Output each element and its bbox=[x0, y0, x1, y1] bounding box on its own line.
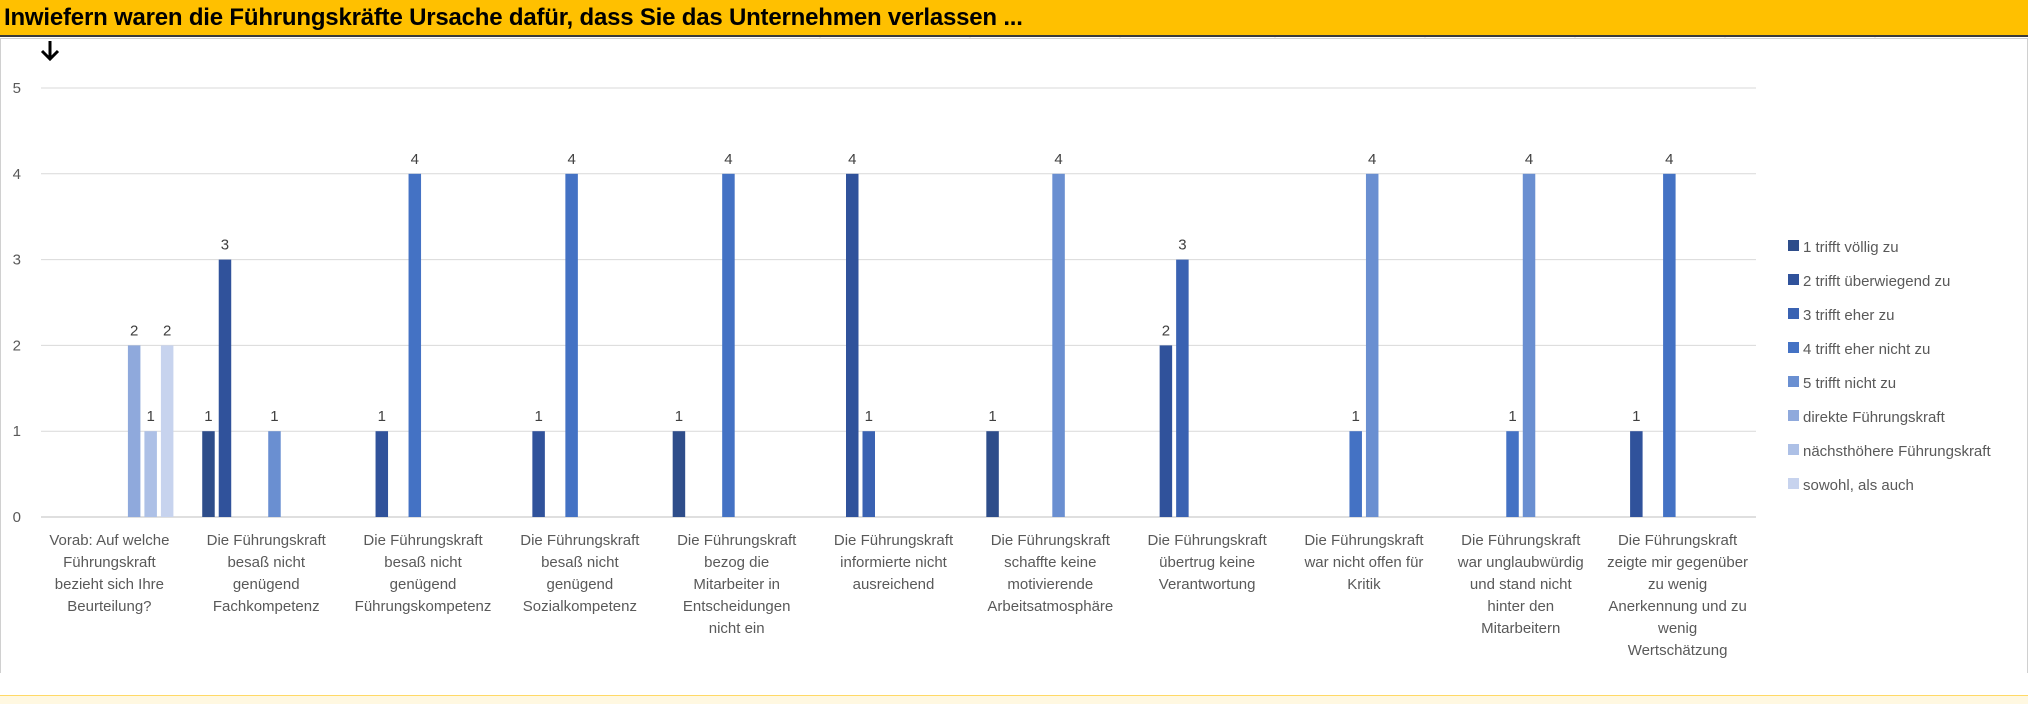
bar bbox=[565, 173, 578, 518]
data-label: 3 bbox=[1178, 237, 1186, 254]
x-tick-label: Die Führungskraft übertrug keine Verantwor… bbox=[1148, 532, 1268, 593]
data-label: 4 bbox=[724, 151, 732, 168]
data-label: 3 bbox=[221, 237, 229, 254]
legend-label: 2 trifft überwiegend zu bbox=[1803, 273, 1950, 290]
y-tick-label: 1 bbox=[13, 423, 21, 440]
bar bbox=[218, 259, 232, 517]
x-tick-label: Die Führungskraft besaß nicht genügend Führ… bbox=[355, 532, 492, 615]
data-label: 4 bbox=[1665, 151, 1673, 168]
legend-label: 3 trifft eher zu bbox=[1803, 307, 1894, 324]
legend-label: 5 trifft nicht zu bbox=[1803, 375, 1896, 392]
data-label: 4 bbox=[567, 151, 575, 168]
data-label: 4 bbox=[1525, 151, 1533, 168]
bar bbox=[1663, 173, 1676, 518]
chart-gridlines bbox=[41, 87, 1756, 518]
y-tick-label: 0 bbox=[13, 509, 21, 526]
data-label: 1 bbox=[270, 408, 278, 425]
legend-swatch bbox=[1788, 274, 1799, 285]
bar bbox=[144, 431, 157, 517]
bar bbox=[375, 431, 389, 517]
data-label: 2 bbox=[1162, 322, 1170, 339]
legend-swatch bbox=[1788, 478, 1799, 489]
bar-chart: 0 1 2 3 4 5 2 1 2 1 3 1 1 4 1 4 1 4 4 1 1 4 2 3 1 4 1 4 1 4 Vorab: A… bbox=[13, 80, 1992, 659]
title-bar: Inwiefern waren die Führungskräfte Ursac… bbox=[0, 0, 2028, 37]
arrow-down-icon bbox=[40, 41, 60, 62]
data-label: 1 bbox=[146, 408, 154, 425]
legend-swatch bbox=[1788, 342, 1799, 353]
data-label: 4 bbox=[848, 151, 856, 168]
legend-swatch bbox=[1788, 410, 1799, 421]
data-label: 1 bbox=[1352, 408, 1360, 425]
x-tick-label: Die Führungskraft besaß nicht genügend Fach… bbox=[207, 532, 327, 615]
legend-label: nächsthöhere Führungskraft bbox=[1803, 443, 1991, 460]
bar bbox=[1365, 173, 1379, 518]
legend-swatch bbox=[1788, 308, 1799, 319]
bar bbox=[268, 431, 281, 517]
bar bbox=[1506, 431, 1519, 517]
x-axis: Vorab: Auf welche Führungskraft bezieht si… bbox=[49, 532, 1748, 659]
data-label: 1 bbox=[204, 408, 212, 425]
sheet-bottom-row bbox=[0, 695, 2028, 704]
legend-swatch bbox=[1788, 444, 1799, 455]
y-tick-label: 4 bbox=[13, 166, 21, 183]
y-tick-label: 5 bbox=[13, 80, 21, 97]
bar bbox=[862, 431, 875, 517]
bar bbox=[532, 431, 545, 517]
data-label: 2 bbox=[163, 322, 171, 339]
bar bbox=[672, 431, 686, 517]
x-tick-label: Die Führungskraft informierte nicht ausrei… bbox=[834, 532, 954, 593]
y-tick-label: 3 bbox=[13, 252, 21, 269]
bar bbox=[1176, 259, 1189, 517]
legend-swatch bbox=[1788, 240, 1799, 251]
data-label: 4 bbox=[1368, 151, 1376, 168]
bar bbox=[160, 345, 174, 517]
x-tick-label: Die Führungskraft besaß nicht genügend Sozi… bbox=[520, 532, 640, 615]
legend-label: direkte Führungskraft bbox=[1803, 409, 1946, 426]
legend-label: 4 trifft eher nicht zu bbox=[1803, 341, 1930, 358]
bar bbox=[722, 173, 735, 518]
y-axis: 0 1 2 3 4 5 bbox=[13, 80, 21, 526]
x-tick-label: Die Führungskraft war nicht offen für Krit… bbox=[1303, 532, 1424, 593]
legend-label: sowohl, als auch bbox=[1803, 477, 1914, 494]
bar bbox=[1052, 173, 1065, 518]
legend: 1 trifft völlig zu 2 trifft überwiegend z… bbox=[1788, 239, 1991, 494]
bar bbox=[1349, 431, 1362, 517]
x-tick-label: Die Führungskraft war unglaubwürdig und st… bbox=[1457, 532, 1584, 637]
sheet-bottom-strip bbox=[0, 673, 2028, 704]
bar bbox=[1630, 431, 1643, 517]
data-label: 1 bbox=[1632, 408, 1640, 425]
data-label: 1 bbox=[988, 408, 996, 425]
x-tick-label: Vorab: Auf welche Führungskraft bezieht si… bbox=[49, 532, 169, 615]
data-label: 2 bbox=[130, 322, 138, 339]
bar bbox=[986, 431, 999, 517]
legend-label: 1 trifft völlig zu bbox=[1803, 239, 1899, 256]
data-label: 1 bbox=[534, 408, 542, 425]
data-labels: 2 1 2 1 3 1 1 4 1 4 1 4 4 1 1 4 2 3 1 4 1 4 1 4 bbox=[130, 151, 1674, 425]
bar bbox=[1522, 173, 1536, 518]
bar bbox=[202, 431, 215, 517]
bar bbox=[1159, 345, 1173, 517]
x-tick-label: Die Führungskraft schaffte keine motiviere… bbox=[987, 532, 1113, 615]
x-tick-label: Die Führungskraft zeigte mir gegenüber zu … bbox=[1607, 532, 1748, 659]
bar bbox=[127, 345, 141, 517]
data-label: 1 bbox=[675, 408, 683, 425]
data-label: 1 bbox=[865, 408, 873, 425]
data-label: 4 bbox=[411, 151, 419, 168]
x-tick-label: Die Führungskraft bezog die Mitarbeiter in… bbox=[677, 532, 797, 637]
data-label: 4 bbox=[1054, 151, 1062, 168]
data-label: 1 bbox=[378, 408, 386, 425]
data-label: 1 bbox=[1508, 408, 1516, 425]
bars bbox=[127, 173, 1676, 518]
sheet-title: Inwiefern waren die Führungskräfte Ursac… bbox=[4, 4, 1023, 31]
legend-swatch bbox=[1788, 376, 1799, 387]
y-tick-label: 2 bbox=[13, 337, 21, 354]
bar bbox=[408, 173, 422, 518]
chart-area[interactable]: 0 1 2 3 4 5 2 1 2 1 3 1 1 4 1 4 1 4 4 1 1 4 2 3 1 4 1 4 1 4 Vorab: A… bbox=[0, 38, 2028, 674]
bar bbox=[846, 173, 859, 518]
